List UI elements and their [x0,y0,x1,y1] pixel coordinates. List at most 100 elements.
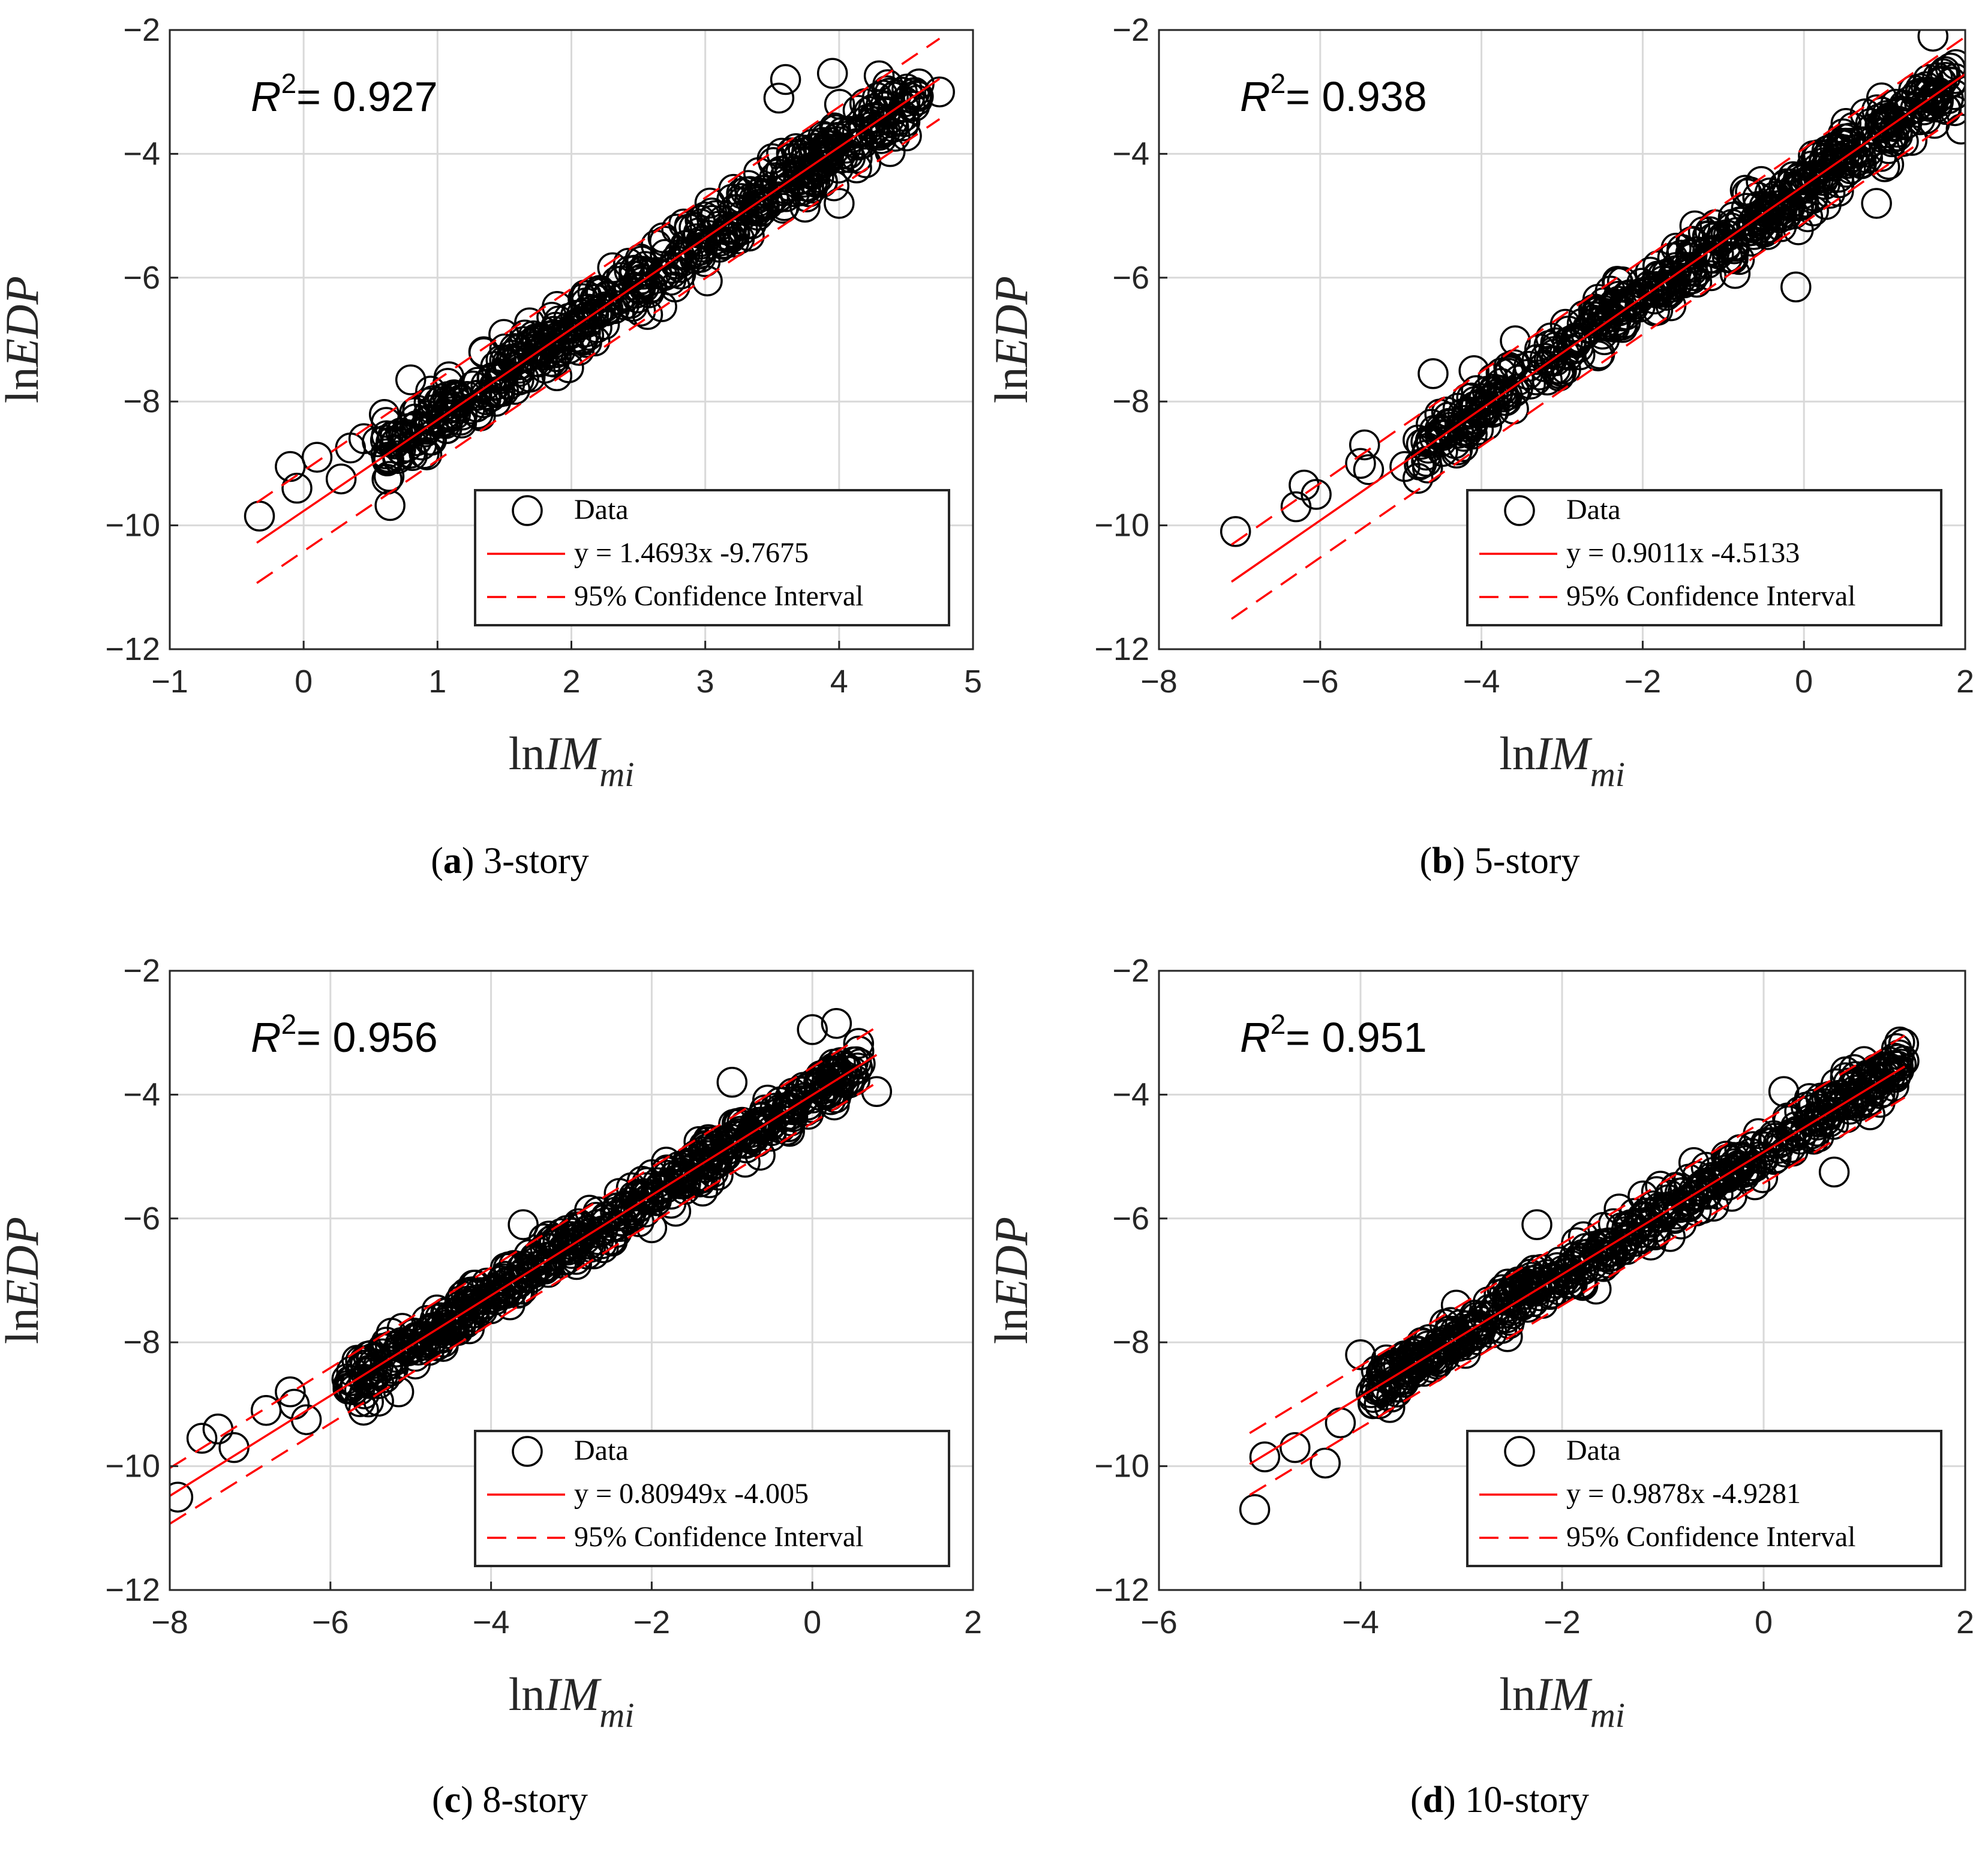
data-point [362,426,393,458]
y-tick-label: −2 [123,953,160,989]
caption-letter: d [1423,1780,1443,1820]
x-axis-label-prefix: ln [509,1668,545,1720]
data-point [533,1256,564,1288]
data-point [861,82,893,113]
data-point [840,1046,872,1078]
data-point [425,1312,456,1344]
y-tick-label: −6 [123,1201,160,1237]
x-axis-label-sub: mi [599,755,634,794]
legend-ci-label: 95% Confidence Interval [574,1521,863,1553]
data-point [281,472,313,504]
data-point [636,1212,668,1244]
data-point [363,1385,394,1417]
legend-ci-label: 95% Confidence Interval [1566,1521,1855,1553]
data-point [1572,1238,1603,1270]
data-point [1708,1163,1739,1194]
plot-area [1239,1026,1920,1525]
data-point [861,1076,893,1107]
data-point [763,82,795,114]
data-point [1669,251,1700,283]
data-point [376,1318,407,1349]
data-point [660,1196,692,1227]
data-point [1645,1171,1676,1202]
data-point [901,79,932,111]
data-point [400,403,431,435]
data-point [497,1264,528,1296]
data-point [1607,312,1638,343]
data-point [391,419,422,450]
x-axis-label-sub: mi [1590,755,1625,794]
legend-box [1466,489,1942,626]
axes-box [1158,29,1966,650]
data-point [1710,232,1741,264]
data-point [718,226,750,258]
legend: Data y = 1.4693x -9.7675 95% Confidence In… [474,489,950,626]
legend-fit-label: y = 1.4693x -9.7675 [574,537,809,569]
data-point [1603,280,1635,312]
data-point [743,177,775,209]
data-point [1603,1193,1635,1225]
r-squared-value: = 0.956 [296,1014,438,1061]
y-axis-label-prefix: ln [985,1307,1037,1344]
caption-text: 10-story [1456,1780,1589,1820]
data-point [1402,463,1434,494]
data-point [597,1211,628,1242]
data-point [1521,1209,1552,1240]
data-point [371,420,402,452]
data-point [1861,188,1892,219]
x-axis-label-sub: mi [1590,1696,1625,1735]
legend-data-label: Data [574,494,629,526]
data-point [1349,429,1380,461]
data-point [1301,479,1332,510]
x-axis-label-var: IM [544,1668,602,1720]
data-point [836,122,868,153]
y-axis-label: lnEDP [985,1217,1037,1344]
data-point [1735,1138,1767,1169]
y-tick-label: −12 [1094,1572,1149,1608]
data-point [1478,382,1509,413]
y-axis-label-var: EDP [985,1217,1037,1309]
data-point [814,1080,846,1111]
y-tick-label: −2 [1112,953,1149,989]
data-point [519,346,551,377]
data-point [1389,451,1421,482]
data-point [395,364,427,395]
r-squared-exponent: 2 [1271,1009,1286,1040]
x-tick-label: 0 [803,1604,821,1640]
data-point [1468,1300,1500,1331]
data-point [1754,194,1785,226]
x-tick-label: −8 [1140,664,1178,700]
y-axis-label: lnEDP [0,1217,48,1344]
data-point [1780,1111,1812,1142]
ci-upper-line [170,1026,878,1469]
data-point [1664,1190,1696,1221]
legend-marker-icon [512,495,543,526]
x-axis-label: lnIMmi [509,1668,635,1735]
data-point [768,175,799,206]
data-point [494,1289,525,1321]
data-point [1588,287,1620,319]
data-point [1410,426,1442,458]
data-point [716,1067,748,1098]
data-point [577,295,608,326]
data-point [530,1250,561,1282]
y-tick-label: −6 [123,260,160,296]
legend-fit-label: y = 0.9878x -4.9281 [1566,1478,1801,1510]
y-tick-label: −12 [105,1572,160,1608]
data-point [845,1048,876,1079]
data-point [560,322,591,353]
data-point [461,380,493,411]
data-point [1368,1361,1400,1393]
x-tick-label: −6 [312,1604,349,1640]
legend-fit-label: y = 0.80949x -4.005 [574,1478,809,1510]
data-point [887,76,918,108]
data-point [452,381,483,412]
data-point [608,280,639,311]
y-axis-label-prefix: ln [0,1307,48,1344]
y-axis-label-var: EDP [985,276,1037,368]
data-point [1325,1407,1356,1439]
r-squared-exponent: 2 [1271,68,1286,99]
data-point [1681,1180,1713,1212]
